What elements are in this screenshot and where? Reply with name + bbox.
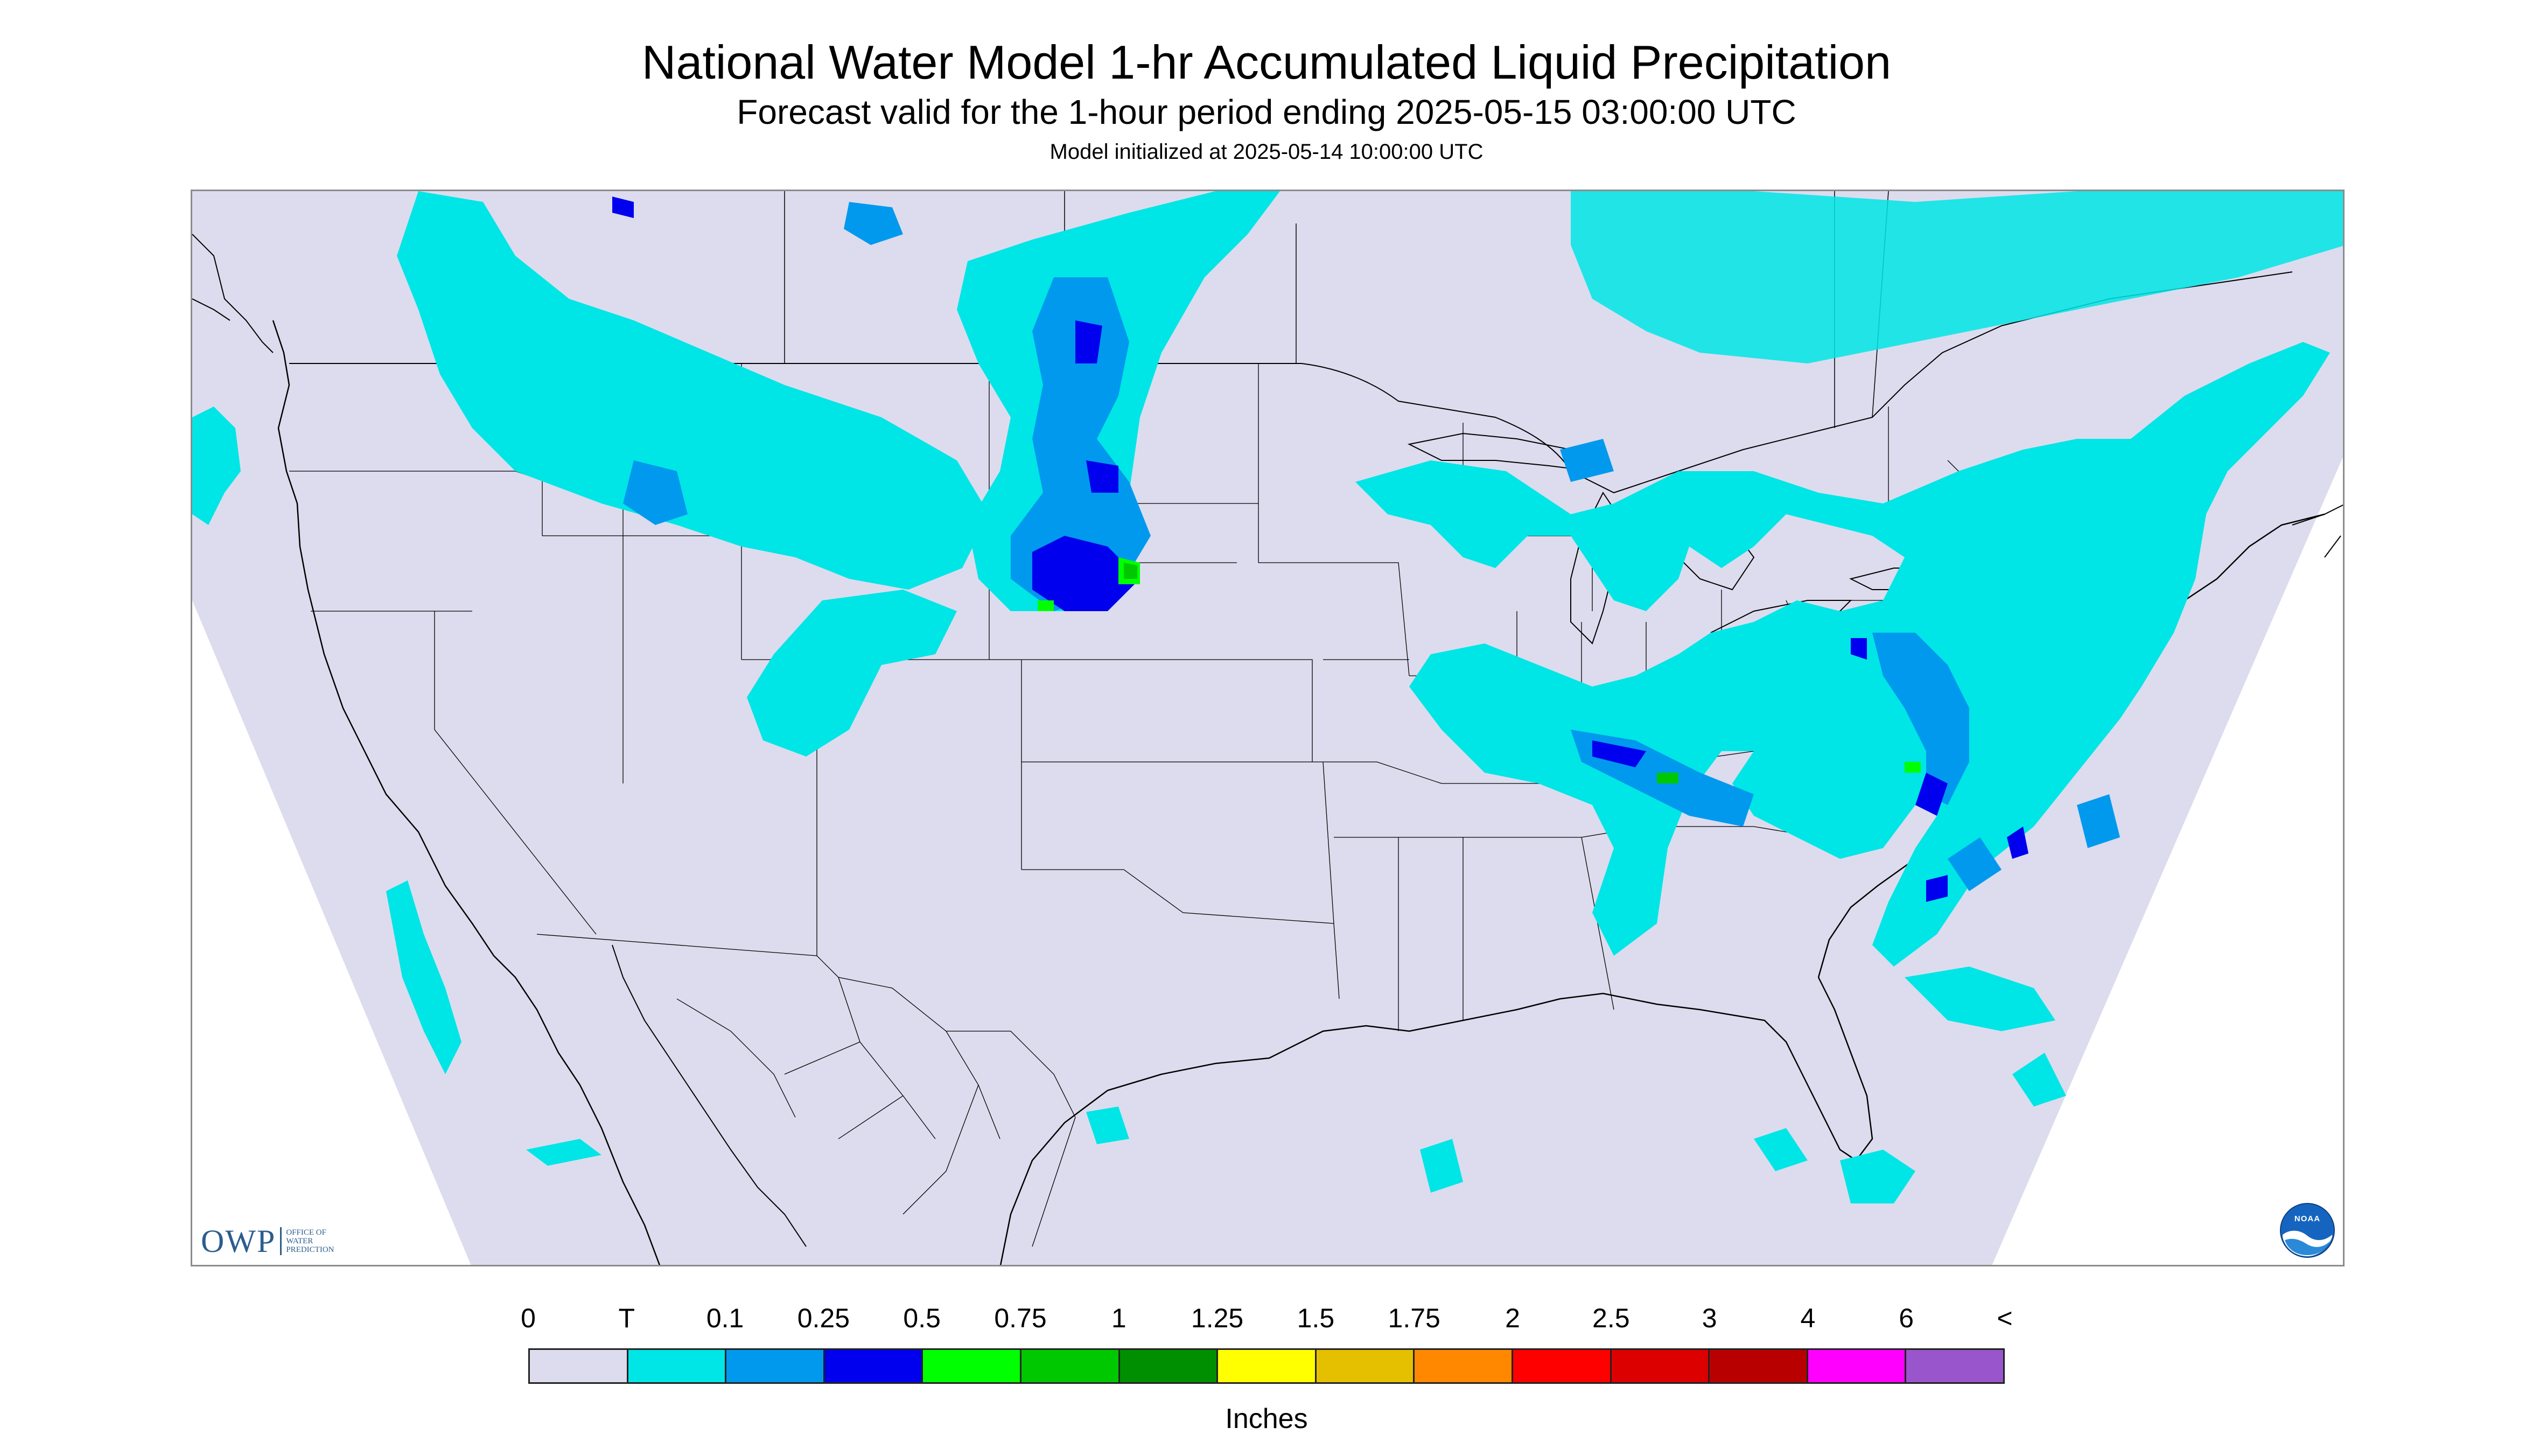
color-legend xyxy=(528,1348,2005,1384)
legend-swatch xyxy=(1806,1350,1905,1382)
precipitation-map: OWP Office of Water Prediction NOAA xyxy=(191,190,2345,1266)
legend-tick-label: 3 xyxy=(1702,1303,1717,1333)
legend-tick-label: < xyxy=(1997,1303,2013,1333)
legend-swatch xyxy=(725,1350,823,1382)
owp-logo-text: Office of Water Prediction xyxy=(286,1228,334,1254)
precip-0-25 xyxy=(612,197,2028,902)
legend-swatch xyxy=(1413,1350,1512,1382)
maritimes-coastline xyxy=(2292,504,2343,558)
legend-tick-label: 1 xyxy=(1111,1303,1126,1333)
legend-tick-label: 2 xyxy=(1505,1303,1520,1333)
noaa-logo: NOAA xyxy=(2279,1202,2335,1258)
precip-0-5-to-1 xyxy=(1038,557,1921,783)
legend-tick-label: 2.5 xyxy=(1592,1303,1630,1333)
legend-tick-label: 6 xyxy=(1899,1303,1914,1333)
legend-swatch xyxy=(921,1350,1020,1382)
legend-swatch xyxy=(530,1350,627,1382)
map-subtitle: Forecast valid for the 1-hour period end… xyxy=(737,93,1796,131)
legend-tick-label: 1.75 xyxy=(1388,1303,1440,1333)
map-canvas xyxy=(192,191,2343,1265)
legend-units: Inches xyxy=(1225,1403,1308,1434)
legend-tick-label: 4 xyxy=(1800,1303,1816,1333)
legend-tick-label: 0.25 xyxy=(797,1303,850,1333)
legend-swatch xyxy=(1216,1350,1315,1382)
owp-logo-line: Office of xyxy=(286,1228,326,1237)
legend-tick-label: 1.5 xyxy=(1297,1303,1335,1333)
bc-coastline xyxy=(192,234,274,353)
legend-tick-label: 0.5 xyxy=(903,1303,941,1333)
model-init-time: Model initialized at 2025-05-14 10:00:00… xyxy=(1049,140,1484,164)
legend-swatch xyxy=(1708,1350,1807,1382)
legend-tick-label: 0 xyxy=(521,1303,536,1333)
legend-swatch xyxy=(1019,1350,1118,1382)
gulf-coastline xyxy=(999,977,1873,1265)
legend-tick-label: 0.75 xyxy=(994,1303,1047,1333)
west-coastline xyxy=(272,320,661,1265)
mexico-state-lines xyxy=(536,934,1076,1247)
legend-tick-label: 0.1 xyxy=(706,1303,744,1333)
legend-tick-label: T xyxy=(618,1303,635,1333)
baja-coastline xyxy=(612,944,807,1247)
legend-swatch xyxy=(1314,1350,1414,1382)
legend-swatch xyxy=(1610,1350,1709,1382)
owp-logo: OWP Office of Water Prediction xyxy=(201,1225,334,1257)
noaa-logo-text: NOAA xyxy=(2294,1214,2321,1223)
legend-labels: 0 T 0.1 0.25 0.5 0.75 1 1.25 1.5 1.75 2 2.5 3 4 6 < xyxy=(521,1302,2013,1336)
owp-logo-letters: OWP xyxy=(201,1223,276,1259)
legend-tick-label: 1.25 xyxy=(1191,1303,1244,1333)
legend-swatch xyxy=(1905,1350,2003,1382)
legend-swatch xyxy=(626,1350,725,1382)
noaa-emblem xyxy=(2280,1203,2335,1258)
legend-swatch xyxy=(1118,1350,1217,1382)
owp-logo-divider xyxy=(280,1227,282,1255)
map-title: National Water Model 1-hr Accumulated Li… xyxy=(641,36,1892,89)
precip-trace xyxy=(192,191,2343,1203)
precip-0-1 xyxy=(623,202,2120,891)
us-canada-border xyxy=(289,271,2293,494)
owp-logo-line: Water xyxy=(286,1237,313,1245)
legend-swatch xyxy=(823,1350,922,1382)
legend-swatch xyxy=(1511,1350,1610,1382)
owp-logo-line: Prediction xyxy=(286,1245,334,1254)
